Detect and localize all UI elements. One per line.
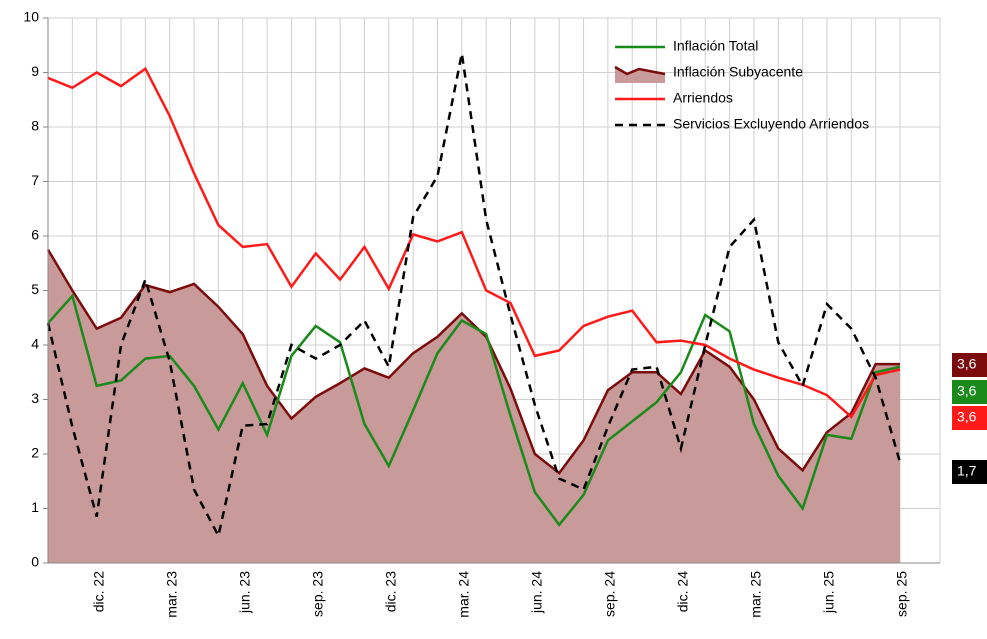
x-tick-label: dic. 22 [90,571,106,612]
x-tick-label: dic. 23 [383,571,399,612]
end-label-box [952,460,987,484]
x-tick-label: sep. 24 [602,571,618,617]
end-label-box [952,353,987,377]
legend-swatch [614,65,666,76]
legend-label: Arriendos [673,90,733,106]
y-tick-label: 6 [31,227,39,243]
end-label: 3,6 [957,356,977,372]
legend-entry: Inflación Subyacente [614,64,803,83]
end-label-box [952,406,987,430]
x-tick-label: sep. 23 [309,571,325,617]
legend-entry: Servicios Excluyendo Arriendos [615,116,869,132]
legend-label: Inflación Subyacente [673,64,803,80]
y-tick-label: 1 [31,499,39,515]
x-tick-label: mar. 24 [456,571,472,618]
line [46,53,902,540]
legend-label: Inflación Total [673,38,758,54]
line [47,66,901,419]
y-tick-label: 2 [31,445,39,461]
area [48,249,900,563]
x-tick-label: jun. 24 [529,571,545,614]
y-tick-label: 9 [31,63,39,79]
y-tick-label: 0 [31,554,39,570]
x-tick-label: mar. 23 [163,571,179,618]
legend-swatch [615,67,665,83]
legend-entry: Arriendos [615,90,733,106]
legend-label: Servicios Excluyendo Arriendos [673,116,869,132]
y-tick-label: 7 [31,172,39,188]
area-line [46,248,900,475]
y-tick-label: 5 [31,281,39,297]
y-tick-label: 10 [23,9,39,25]
x-tick-label: jun. 23 [236,571,252,614]
end-label: 3,6 [957,409,977,425]
legend-entry: Inflación Total [615,38,758,54]
line [47,293,901,527]
x-tick-label: jun. 25 [821,571,837,614]
x-tick-label: mar. 25 [748,571,764,618]
end-label: 1,7 [957,463,977,479]
y-tick-label: 8 [31,118,39,134]
end-label: 3,6 [957,383,977,399]
end-label-box [952,380,987,404]
x-tick-label: sep. 25 [894,571,910,617]
y-tick-label: 4 [31,336,39,352]
x-tick-label: dic. 24 [675,571,691,612]
y-tick-label: 3 [31,390,39,406]
